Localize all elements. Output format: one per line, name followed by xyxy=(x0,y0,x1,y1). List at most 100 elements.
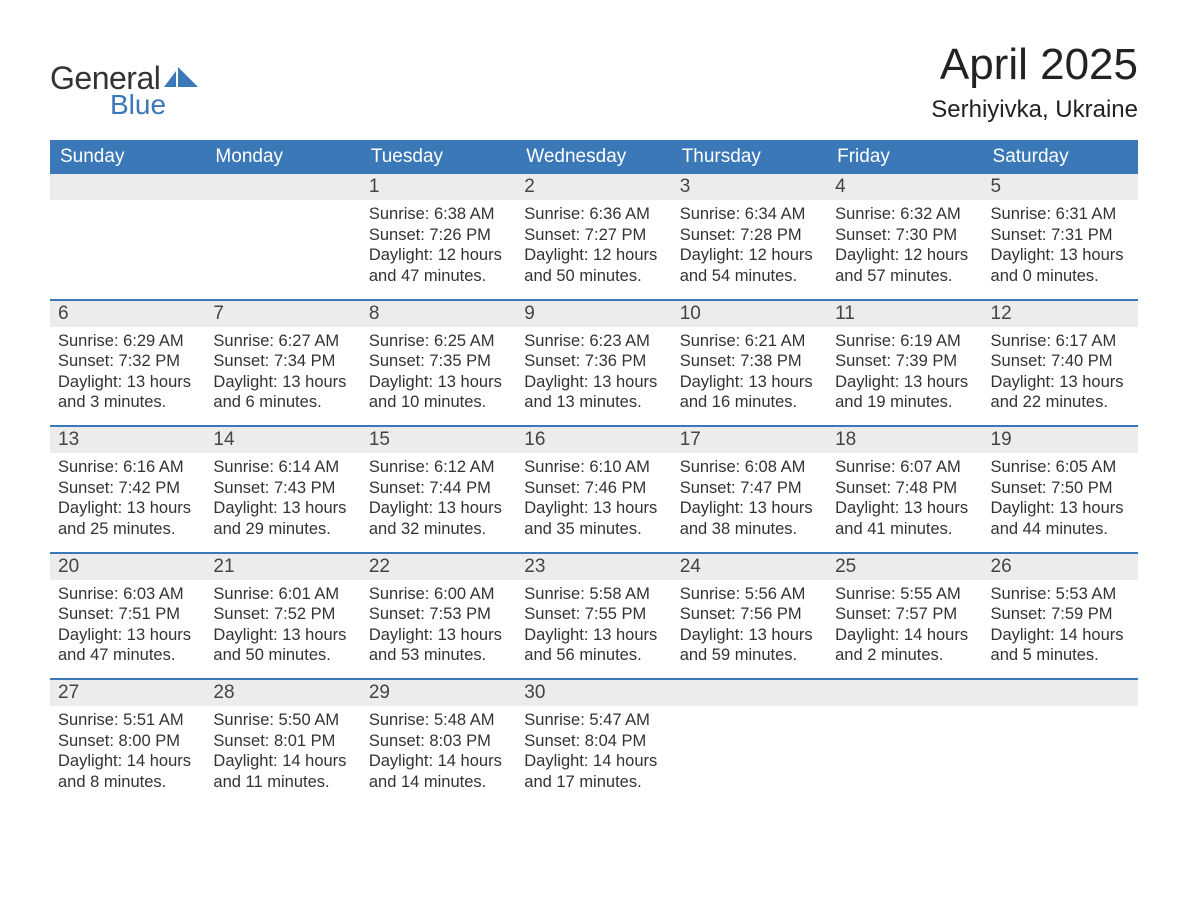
daylight-line-2: and 38 minutes. xyxy=(680,519,819,540)
calendar-cell: 9Sunrise: 6:23 AMSunset: 7:36 PMDaylight… xyxy=(516,301,671,426)
calendar-cell: 25 Sunrise: 5:55 AMSunset: 7:57 PMDayligh… xyxy=(827,554,982,679)
daylight-line-1: Daylight: 13 hours xyxy=(369,625,508,646)
calendar-cell: 17Sunrise: 6:08 AMSunset: 7:47 PMDayligh… xyxy=(672,427,827,552)
daylight-line-2: and 11 minutes. xyxy=(213,772,352,793)
daylight-line-1: Daylight: 14 hours xyxy=(991,625,1130,646)
calendar-cell: 1Sunrise: 6:38 AMSunset: 7:26 PMDaylight… xyxy=(361,174,516,299)
day-number: 30 xyxy=(516,680,671,706)
daylight-line-1: Daylight: 13 hours xyxy=(213,372,352,393)
sunset-line: Sunset: 7:57 PM xyxy=(835,604,974,625)
sunset-line: Sunset: 7:59 PM xyxy=(991,604,1130,625)
daylight-line-1: Daylight: 12 hours xyxy=(524,245,663,266)
sunrise-line: Sunrise: 6:00 AM xyxy=(369,584,508,605)
sunset-line: Sunset: 8:04 PM xyxy=(524,731,663,752)
day-number: 9 xyxy=(516,301,671,327)
sunset-line: Sunset: 7:47 PM xyxy=(680,478,819,499)
daylight-line-2: and 25 minutes. xyxy=(58,519,197,540)
day-number: 21 xyxy=(205,554,360,580)
day-number: 24 xyxy=(672,554,827,580)
sunrise-line: Sunrise: 5:55 AM xyxy=(835,584,974,605)
daylight-line-2: and 8 minutes. xyxy=(58,772,197,793)
calendar-cell: 4Sunrise: 6:32 AMSunset: 7:30 PMDaylight… xyxy=(827,174,982,299)
day-header: Sunday xyxy=(50,140,205,174)
daylight-line-1: Daylight: 13 hours xyxy=(991,245,1130,266)
day-number: 13 xyxy=(50,427,205,453)
daylight-line-2: and 2 minutes. xyxy=(835,645,974,666)
daylight-line-1: Daylight: 13 hours xyxy=(369,372,508,393)
sunrise-line: Sunrise: 6:29 AM xyxy=(58,331,197,352)
day-number: 6 xyxy=(50,301,205,327)
daylight-line-2: and 54 minutes. xyxy=(680,266,819,287)
daylight-line-1: Daylight: 13 hours xyxy=(58,372,197,393)
sunset-line: Sunset: 8:01 PM xyxy=(213,731,352,752)
calendar-cell xyxy=(672,680,827,805)
calendar-cell: 23Sunrise: 5:58 AMSunset: 7:55 PMDayligh… xyxy=(516,554,671,679)
sunrise-line: Sunrise: 6:36 AM xyxy=(524,204,663,225)
daylight-line-2: and 19 minutes. xyxy=(835,392,974,413)
daylight-line-2: and 41 minutes. xyxy=(835,519,974,540)
sunset-line: Sunset: 7:53 PM xyxy=(369,604,508,625)
daylight-line-2: and 57 minutes. xyxy=(835,266,974,287)
daylight-line-1: Daylight: 14 hours xyxy=(835,625,974,646)
cell-body: Sunrise: 6:34 AMSunset: 7:28 PMDaylight:… xyxy=(672,200,827,299)
cell-body: Sunrise: 6:38 AMSunset: 7:26 PMDaylight:… xyxy=(361,200,516,299)
sunset-line: Sunset: 7:39 PM xyxy=(835,351,974,372)
day-number: 1 xyxy=(361,174,516,200)
cell-body: Sunrise: 6:27 AMSunset: 7:34 PMDaylight:… xyxy=(205,327,360,426)
day-number: 25 xyxy=(827,554,982,580)
cell-body: Sunrise: 6:21 AMSunset: 7:38 PMDaylight:… xyxy=(672,327,827,426)
daylight-line-1: Daylight: 13 hours xyxy=(524,625,663,646)
day-number xyxy=(50,174,205,200)
daylight-line-2: and 14 minutes. xyxy=(369,772,508,793)
day-number: 5 xyxy=(983,174,1138,200)
week-row: 27Sunrise: 5:51 AMSunset: 8:00 PMDayligh… xyxy=(50,678,1138,805)
day-number: 12 xyxy=(983,301,1138,327)
calendar-cell: 19Sunrise: 6:05 AMSunset: 7:50 PMDayligh… xyxy=(983,427,1138,552)
day-header: Wednesday xyxy=(516,140,671,174)
page-title: April 2025 xyxy=(931,40,1138,90)
sunset-line: Sunset: 7:40 PM xyxy=(991,351,1130,372)
sunset-line: Sunset: 7:30 PM xyxy=(835,225,974,246)
calendar-cell: 11Sunrise: 6:19 AMSunset: 7:39 PMDayligh… xyxy=(827,301,982,426)
cell-body: Sunrise: 6:07 AMSunset: 7:48 PMDaylight:… xyxy=(827,453,982,552)
daylight-line-2: and 0 minutes. xyxy=(991,266,1130,287)
cell-body: Sunrise: 6:25 AMSunset: 7:35 PMDaylight:… xyxy=(361,327,516,426)
cell-body: Sunrise: 5:51 AMSunset: 8:00 PMDaylight:… xyxy=(50,706,205,805)
daylight-line-2: and 16 minutes. xyxy=(680,392,819,413)
cell-body: Sunrise: 6:23 AMSunset: 7:36 PMDaylight:… xyxy=(516,327,671,426)
daylight-line-2: and 50 minutes. xyxy=(524,266,663,287)
day-number: 19 xyxy=(983,427,1138,453)
calendar: SundayMondayTuesdayWednesdayThursdayFrid… xyxy=(50,140,1138,805)
calendar-cell: 6Sunrise: 6:29 AMSunset: 7:32 PMDaylight… xyxy=(50,301,205,426)
calendar-cell xyxy=(983,680,1138,805)
daylight-line-1: Daylight: 13 hours xyxy=(213,625,352,646)
day-number: 14 xyxy=(205,427,360,453)
day-number: 20 xyxy=(50,554,205,580)
daylight-line-2: and 3 minutes. xyxy=(58,392,197,413)
daylight-line-2: and 6 minutes. xyxy=(213,392,352,413)
sunrise-line: Sunrise: 5:58 AM xyxy=(524,584,663,605)
daylight-line-1: Daylight: 13 hours xyxy=(991,498,1130,519)
daylight-line-1: Daylight: 13 hours xyxy=(58,625,197,646)
calendar-cell: 2Sunrise: 6:36 AMSunset: 7:27 PMDaylight… xyxy=(516,174,671,299)
week-row: 6Sunrise: 6:29 AMSunset: 7:32 PMDaylight… xyxy=(50,299,1138,426)
sunrise-line: Sunrise: 6:08 AM xyxy=(680,457,819,478)
day-number: 27 xyxy=(50,680,205,706)
cell-body: Sunrise: 6:29 AMSunset: 7:32 PMDaylight:… xyxy=(50,327,205,426)
cell-body: Sunrise: 6:05 AMSunset: 7:50 PMDaylight:… xyxy=(983,453,1138,552)
cell-body: Sunrise: 5:58 AMSunset: 7:55 PMDaylight:… xyxy=(516,580,671,679)
cell-body: Sunrise: 6:31 AMSunset: 7:31 PMDaylight:… xyxy=(983,200,1138,299)
calendar-cell: 13Sunrise: 6:16 AMSunset: 7:42 PMDayligh… xyxy=(50,427,205,552)
cell-body: Sunrise: 6:01 AMSunset: 7:52 PMDaylight:… xyxy=(205,580,360,679)
day-number: 23 xyxy=(516,554,671,580)
daylight-line-2: and 35 minutes. xyxy=(524,519,663,540)
sunrise-line: Sunrise: 5:48 AM xyxy=(369,710,508,731)
calendar-cell xyxy=(205,174,360,299)
calendar-cell xyxy=(50,174,205,299)
logo-text-blue: Blue xyxy=(110,89,166,121)
daylight-line-2: and 44 minutes. xyxy=(991,519,1130,540)
daylight-line-1: Daylight: 13 hours xyxy=(991,372,1130,393)
sunrise-line: Sunrise: 6:07 AM xyxy=(835,457,974,478)
day-number xyxy=(827,680,982,706)
calendar-cell: 30Sunrise: 5:47 AMSunset: 8:04 PMDayligh… xyxy=(516,680,671,805)
